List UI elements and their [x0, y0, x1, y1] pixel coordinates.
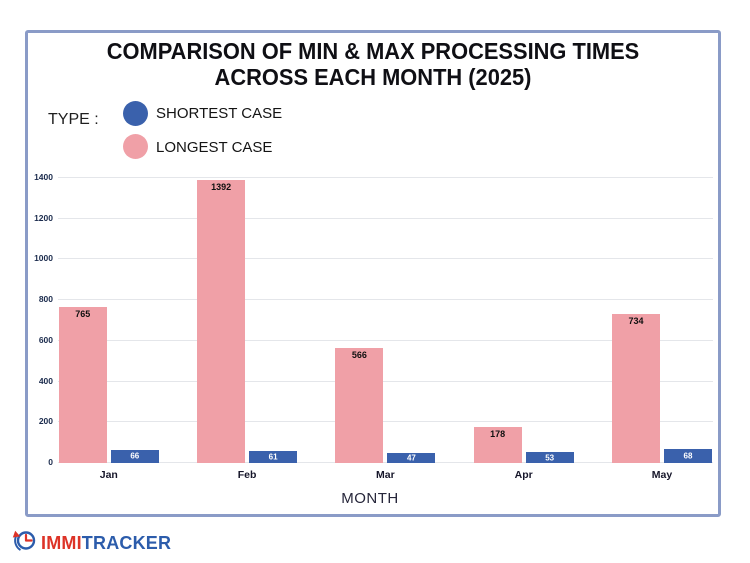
plot-area: 0 200 400 600 800 1000 1200 1400 765 66 Jan 1392 61 F… — [34, 172, 713, 481]
bar-value-label: 765 — [75, 309, 91, 320]
y-axis-tick-label: 1000 — [34, 253, 53, 264]
bar-value-label: 47 — [406, 453, 416, 463]
y-axis-tick-label: 1200 — [34, 212, 53, 223]
legend-label-longest: LONGEST CASE — [156, 139, 273, 156]
chart-title: COMPARISON OF MIN & MAX PROCESSING TIMES… — [42, 38, 703, 90]
logo-text-tracker: TRACKER — [81, 532, 172, 553]
longest-case-bar-apr: 178 — [473, 426, 522, 463]
x-axis-category-label: Feb — [237, 469, 257, 481]
y-axis-tick-label: 600 — [38, 334, 53, 345]
x-axis-category-label: Jan — [99, 469, 118, 481]
gridline — [58, 339, 713, 341]
y-axis-tick-label: 0 — [48, 457, 53, 467]
shortest-case-bar-may: 68 — [664, 449, 712, 463]
gridline — [58, 177, 713, 178]
longest-case-bar-may: 734 — [612, 313, 660, 463]
immitracker-logo: IMMITRACKER — [11, 527, 171, 559]
bar-value-label: 178 — [490, 428, 506, 439]
x-axis-category-label: Mar — [376, 469, 395, 481]
gridline — [58, 217, 713, 219]
x-axis-title: MONTH — [341, 490, 399, 507]
chart-title-line2: ACROSS EACH MONTH (2025) — [214, 64, 532, 90]
bar-value-label: 68 — [683, 451, 693, 461]
legend-type-label: TYPE : — [48, 111, 99, 128]
shortest-case-bar-jan: 66 — [110, 449, 159, 463]
longest-case-bar-jan: 765 — [58, 307, 107, 463]
legend-label-shortest: SHORTEST CASE — [156, 105, 283, 122]
y-axis-tick-label: 800 — [38, 294, 53, 305]
longest-case-bar-mar: 566 — [335, 347, 384, 463]
bar-value-label: 734 — [628, 315, 644, 326]
gridline — [58, 299, 713, 301]
bar-value-label: 53 — [545, 453, 555, 463]
gridline — [58, 421, 713, 423]
clock-refresh-icon — [11, 527, 38, 559]
bar-value-label: 66 — [130, 451, 140, 461]
shortest-case-bar-feb: 61 — [249, 450, 298, 463]
logo-wordmark: IMMITRACKER — [41, 533, 171, 554]
shortest-case-bar-apr: 53 — [525, 452, 574, 463]
logo-text-immi: IMMI — [41, 532, 82, 553]
y-axis-tick-label: 400 — [38, 375, 53, 386]
legend-swatch-longest — [123, 134, 148, 159]
y-axis-tick-label: 200 — [38, 416, 53, 427]
bar-value-label: 566 — [351, 349, 367, 360]
gridline — [58, 462, 713, 463]
gridline — [58, 258, 713, 260]
gridline — [58, 380, 713, 382]
y-axis-tick-label: 1400 — [34, 172, 53, 182]
x-axis-category-label: May — [651, 469, 673, 481]
shortest-case-bar-mar: 47 — [387, 453, 436, 463]
bar-value-label: 1392 — [211, 181, 232, 192]
legend-swatch-shortest — [123, 101, 148, 126]
x-axis-category-label: Apr — [514, 469, 533, 481]
chart-title-line1: COMPARISON OF MIN & MAX PROCESSING TIMES — [106, 38, 640, 64]
longest-case-bar-feb: 1392 — [197, 179, 246, 463]
bar-value-label: 61 — [268, 452, 278, 462]
